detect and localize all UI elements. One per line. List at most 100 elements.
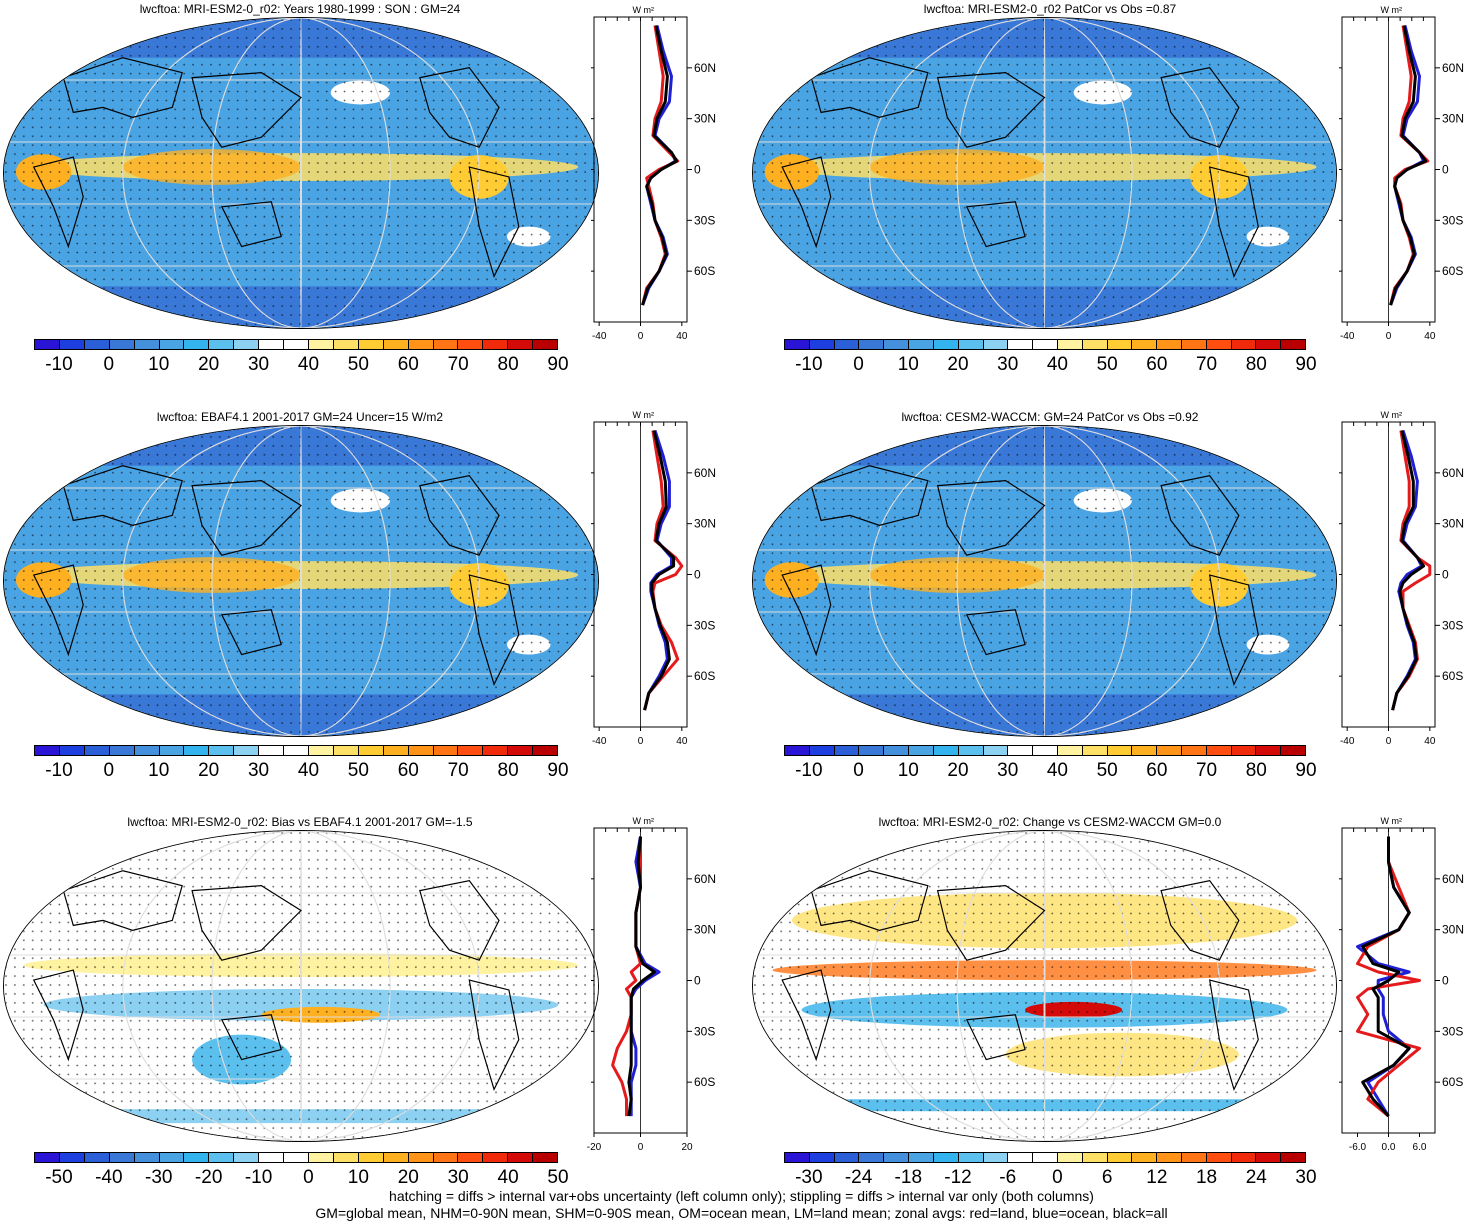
panel-5-colorbar-labels: -50 -40 -30 -20 -10 0 10 20 30 40 50	[34, 1167, 568, 1189]
colorbar-swatch	[1132, 1153, 1158, 1162]
colorbar-label: 60	[397, 354, 419, 375]
panel-3-colorbar-labels: -10 0 10 20 30 40 50 60 70 80 90	[34, 760, 568, 782]
colorbar-swatch	[1033, 340, 1058, 349]
zonal-lat-tick-label: 30S	[1442, 1024, 1463, 1038]
zonal-x-tick-label: 20	[681, 1142, 693, 1153]
panel-4-zonal-plot: W m² -40 0 40 60N 30N 0 30S 60S	[1339, 410, 1464, 747]
colorbar-swatch	[308, 340, 334, 349]
colorbar-swatch	[785, 746, 810, 755]
colorbar-swatch	[433, 340, 459, 349]
colorbar-swatch	[909, 746, 934, 755]
colorbar-swatch	[884, 340, 910, 349]
colorbar-label: -10	[45, 760, 73, 781]
colorbar-label: 0	[853, 354, 864, 375]
panel-2-title: lwcftoa: MRI-ESM2-0_r02 PatCor vs Obs =0…	[923, 2, 1177, 16]
zonal-lat-tick-label: 30S	[1442, 618, 1463, 632]
zonal-x-tick-label: -40	[1340, 736, 1355, 747]
zonal-x-tick-label: -40	[592, 736, 607, 747]
colorbar-label: 30	[247, 354, 270, 375]
colorbar-swatch	[59, 340, 85, 349]
colorbar-swatch	[1206, 1153, 1232, 1162]
colorbar-label: 80	[497, 760, 519, 781]
colorbar-swatch	[909, 1153, 934, 1162]
colorbar-swatch	[134, 1153, 160, 1162]
colorbar-label: 30	[997, 760, 1019, 781]
colorbar-swatch	[259, 746, 285, 755]
zonal-x-tick-label: -40	[592, 331, 607, 342]
colorbar-label: -10	[795, 354, 823, 375]
colorbar-swatch	[1033, 746, 1058, 755]
colorbar-swatch	[884, 746, 910, 755]
colorbar-label: 10	[148, 354, 170, 375]
colorbar-swatch	[134, 746, 160, 755]
footer-line-1: hatching = diffs > internal var+obs unce…	[389, 1188, 1094, 1204]
colorbar-label: -10	[795, 760, 823, 781]
zonal-lat-tick-label: 60S	[694, 1075, 715, 1089]
colorbar-label: 24	[1245, 1167, 1267, 1188]
colorbar-swatch	[1157, 1153, 1182, 1162]
zonal-lat-tick-label: 30N	[1442, 923, 1464, 937]
zonal-line-land	[641, 25, 680, 306]
colorbar-label: 30	[447, 1167, 469, 1188]
colorbar-label: 40	[1046, 354, 1068, 375]
colorbar-swatch	[1082, 1153, 1108, 1162]
zonal-lat-tick-label: 60N	[1442, 466, 1464, 480]
colorbar-label: -10	[244, 1167, 273, 1188]
colorbar-label: 50	[1096, 354, 1118, 375]
zonal-line-all	[641, 25, 679, 306]
colorbar-swatch	[234, 340, 260, 349]
zonal-lat-tick-label: 30N	[1442, 112, 1464, 126]
zonal-x-tick-label: 0	[638, 736, 644, 747]
colorbar-swatch	[35, 1153, 60, 1162]
colorbar-swatch	[483, 340, 509, 349]
colorbar-swatch	[1107, 746, 1133, 755]
colorbar-label: 50	[1096, 760, 1118, 781]
panel-1-colorbar-labels: -10 0 10 20 30 40 50 60 70 80 90	[34, 354, 568, 376]
zonal-x-tick-label: -6.0	[1349, 1142, 1367, 1153]
zonal-lat-tick-label: 60N	[694, 466, 716, 480]
colorbar-swatch	[983, 746, 1009, 755]
colorbar-label: 80	[1245, 354, 1267, 375]
panel-3-zonal-plot: W m² -40 0 40 60N 30N 0 30S 60S	[591, 410, 716, 747]
zonal-lat-tick-label: 30S	[1442, 213, 1463, 227]
panel-4-colorbar	[784, 745, 1306, 756]
panel-6-zonal-plot: W m² -6.0 0.0 6.0 60N 30N 0 30S 60S	[1339, 816, 1464, 1153]
colorbar-label: -12	[944, 1167, 972, 1188]
colorbar-label: 30	[997, 354, 1019, 375]
colorbar-label: 90	[547, 760, 569, 781]
colorbar-swatch	[159, 1153, 185, 1162]
colorbar-label: 40	[497, 1167, 519, 1188]
colorbar-label: 0	[103, 760, 115, 781]
zonal-x-tick-label: 0	[638, 331, 644, 342]
colorbar-swatch	[408, 1153, 434, 1162]
colorbar-label: 10	[148, 760, 170, 781]
zonal-lat-tick-label: 30N	[1442, 517, 1464, 531]
panel-2-colorbar	[784, 339, 1306, 350]
colorbar-swatch	[383, 746, 409, 755]
zonal-x-tick-label: 40	[1424, 736, 1436, 747]
zonal-line-all	[627, 836, 656, 1117]
colorbar-swatch	[1008, 746, 1034, 755]
zonal-x-tick-label: 40	[676, 331, 688, 342]
panel-1-title: lwcftoa: MRI-ESM2-0_r02: Years 1980-1999…	[139, 2, 461, 16]
zonal-units-label: W m²	[633, 5, 655, 15]
zonal-x-tick-label: -20	[587, 1142, 602, 1153]
zonal-units-label: W m²	[1381, 5, 1403, 15]
colorbar-swatch	[458, 746, 484, 755]
zonal-x-tick-label: -40	[1340, 331, 1355, 342]
colorbar-swatch	[308, 746, 334, 755]
colorbar-swatch	[1107, 340, 1133, 349]
colorbar-label: -18	[894, 1167, 923, 1188]
zonal-line-ocean	[629, 836, 661, 1117]
colorbar-label: 20	[198, 354, 220, 375]
zonal-lat-tick-label: 60N	[1442, 872, 1464, 886]
colorbar-swatch	[184, 1153, 210, 1162]
colorbar-label: 10	[897, 760, 919, 781]
colorbar-swatch	[958, 1153, 984, 1162]
colorbar-swatch	[834, 1153, 860, 1162]
zonal-lat-tick-label: 0	[694, 163, 701, 177]
colorbar-label: 60	[397, 760, 419, 781]
zonal-lat-tick-label: 0	[694, 568, 701, 582]
colorbar-swatch	[909, 340, 934, 349]
zonal-x-tick-label: 0	[638, 1142, 644, 1153]
